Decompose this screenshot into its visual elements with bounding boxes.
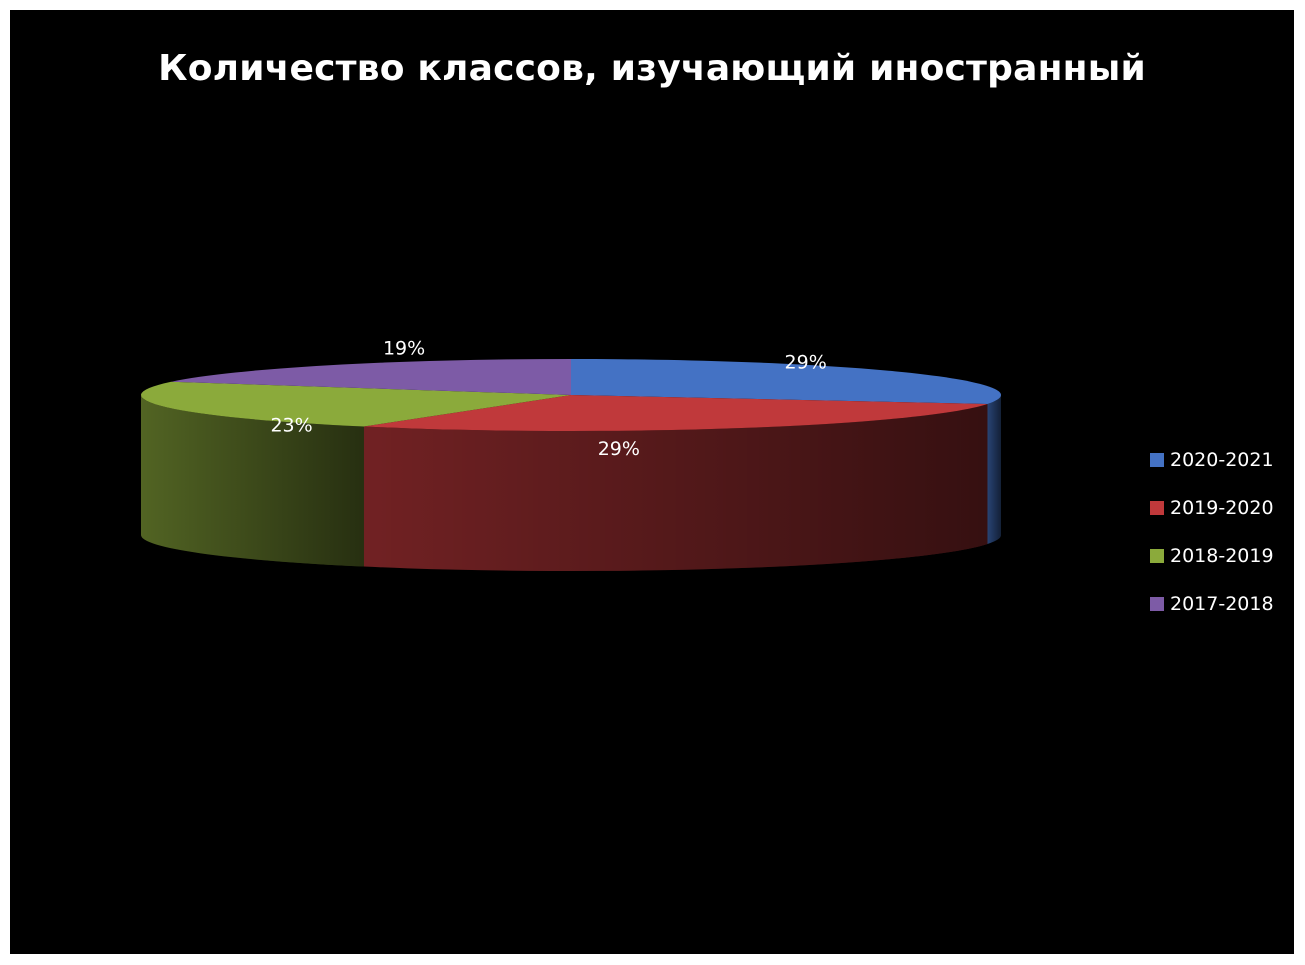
pie-labels: 29% 29% 23% 19% — [270, 337, 826, 459]
legend-item-2018-2019: 2018-2019 — [1150, 544, 1274, 568]
legend-swatch — [1150, 549, 1164, 563]
legend-swatch — [1150, 597, 1164, 611]
legend-label: 2017-2018 — [1170, 593, 1274, 615]
pie-sides — [141, 395, 1001, 571]
pie-slice-side-shade-2018-2019 — [141, 395, 364, 567]
legend-item-2020-2021: 2020-2021 — [1150, 448, 1274, 472]
pie-slice-2018-2019 — [141, 381, 571, 427]
pie-slice-side-shade-2019-2020 — [363, 403, 988, 571]
chart-area: Количество классов, изучающий иностранны… — [10, 10, 1294, 954]
data-label-2017-2018: 19% — [383, 337, 425, 359]
pie-chart: 29% 29% 23% 19% — [141, 337, 1002, 571]
chart-title: Количество классов, изучающий иностранны… — [158, 48, 1146, 89]
data-label-2020-2021: 29% — [785, 352, 827, 374]
legend-label: 2020-2021 — [1170, 449, 1274, 471]
legend-item-2017-2018: 2017-2018 — [1150, 592, 1274, 616]
legend-label: 2019-2020 — [1170, 497, 1274, 519]
pie-tops — [141, 359, 1002, 432]
legend-item-2019-2020: 2019-2020 — [1150, 496, 1274, 520]
legend: 2020-2021 2019-2020 2018-2019 2017-2018 — [1150, 448, 1274, 640]
data-label-2018-2019: 23% — [270, 414, 312, 436]
pie-slice-side-shade-2020-2021 — [987, 395, 1001, 544]
legend-swatch — [1150, 501, 1164, 515]
pie-slice-2020-2021 — [571, 359, 1002, 404]
pie-slice-2019-2020 — [363, 395, 988, 432]
data-label-2019-2020: 29% — [598, 438, 640, 460]
pie-slice-2017-2018 — [171, 359, 571, 395]
legend-label: 2018-2019 — [1170, 545, 1274, 567]
legend-swatch — [1150, 453, 1164, 467]
